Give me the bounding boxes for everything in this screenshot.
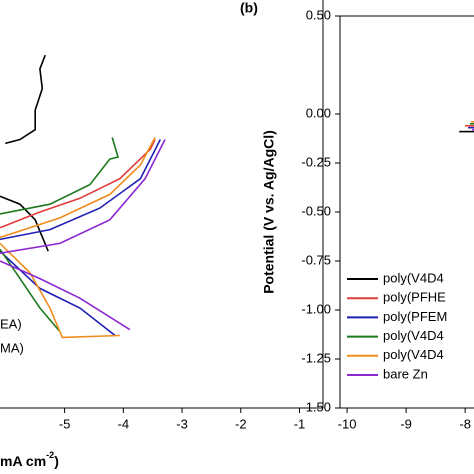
series-line	[0, 139, 156, 229]
x-axis-label: mA cm-2)	[0, 450, 59, 468]
plot-area	[459, 121, 474, 133]
y-tick-label: 0.50	[306, 7, 331, 22]
legend-label: poly(V4D4	[383, 328, 444, 343]
panel-label: (b)	[240, 0, 258, 16]
x-tick-label: -8	[459, 416, 471, 431]
legend-label: poly(V4D4	[383, 347, 444, 362]
series-line	[0, 137, 120, 333]
x-axis-label-part: mA cm	[0, 453, 46, 469]
y-tick-label: -0.75	[301, 252, 331, 267]
legend-label: bare Zn	[383, 366, 428, 381]
x-tick-label: -5	[59, 416, 71, 431]
y-tick-label: -0.25	[301, 154, 331, 169]
y-tick-label: 0.00	[306, 105, 331, 120]
x-axis-label-part: )	[54, 453, 59, 469]
legend-label: poly(V4D4	[383, 270, 444, 285]
x-tick-label: -9	[400, 416, 412, 431]
y-axis-label: Potential (V vs. Ag/AgCl)	[261, 130, 277, 294]
x-tick-label: -4	[118, 416, 130, 431]
plot-area	[0, 54, 166, 339]
y-tick-label: -0.50	[301, 203, 331, 218]
series-line	[0, 54, 49, 252]
x-tick-label: -3	[176, 416, 188, 431]
series-line	[0, 137, 156, 339]
y-tick-label: -1.00	[301, 301, 331, 316]
x-axis-label-sup: -2	[46, 450, 54, 460]
y-tick-label: -1.25	[301, 350, 331, 365]
legend-label: poly(PFHE	[383, 290, 446, 305]
series-line	[0, 139, 166, 331]
x-tick-label: -1	[294, 416, 306, 431]
x-tick-label: -10	[338, 416, 357, 431]
legend-fragment: MA)	[0, 340, 24, 355]
legend-label: poly(PFEM	[383, 309, 447, 324]
x-tick-label: -2	[235, 416, 247, 431]
y-tick-label: -1.50	[301, 399, 331, 414]
legend-fragment: EA)	[0, 316, 22, 331]
